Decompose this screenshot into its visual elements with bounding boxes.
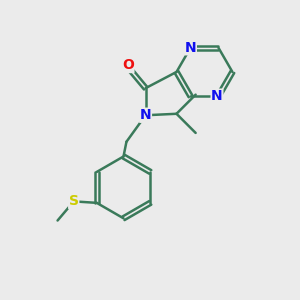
Text: N: N	[140, 108, 152, 122]
Text: N: N	[211, 89, 223, 103]
Text: N: N	[185, 41, 196, 55]
Text: O: O	[122, 58, 134, 73]
Text: S: S	[69, 194, 79, 208]
